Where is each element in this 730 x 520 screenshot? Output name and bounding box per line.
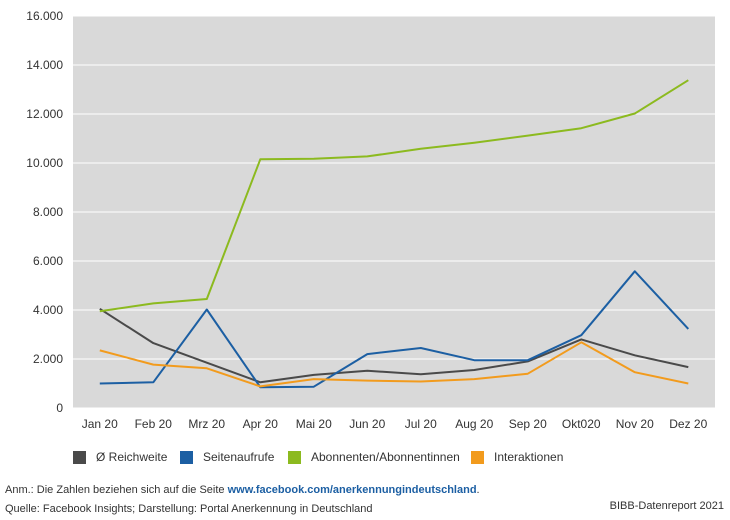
chart-notes: Anm.: Die Zahlen beziehen sich auf die S… — [5, 481, 480, 519]
report-credit: BIBB-Datenreport 2021 — [609, 500, 724, 512]
legend-label: Ø Reichweite — [96, 450, 168, 464]
x-tick-label: Mrz 20 — [188, 417, 225, 431]
series-line-4 — [99, 341, 689, 388]
legend-label: Abonnenten/Abonnentinnen — [311, 450, 460, 464]
y-tick-label: 12.000 — [26, 107, 63, 121]
x-tick-label: Dez 20 — [669, 417, 707, 431]
x-tick-label: Jul 20 — [405, 417, 437, 431]
y-tick-label: 0 — [56, 401, 63, 415]
y-tick-label: 2.000 — [33, 352, 63, 366]
annotation-text: Anm.: Die Zahlen beziehen sich auf die S… — [5, 484, 228, 496]
legend-swatch — [180, 450, 193, 464]
line-chart: 0 2.000 4.000 6.000 8.000 10.000 12.000 14.000 1… — [26, 9, 715, 431]
y-tick-label: 4.000 — [33, 303, 63, 317]
annotation-note: Anm.: Die Zahlen beziehen sich auf die S… — [5, 481, 480, 500]
y-tick-label: 10.000 — [26, 156, 63, 170]
legend-swatch — [73, 450, 86, 464]
legend-item: Ø Reichweite — [73, 450, 167, 464]
y-tick-label: 14.000 — [26, 58, 63, 72]
chart-legend: Ø Reichweite Seitenaufrufe Abonnenten/Abon… — [0, 450, 730, 470]
y-tick-label: 8.000 — [33, 205, 63, 219]
series-line-3 — [99, 79, 689, 313]
x-tick-label: Okt020 — [562, 417, 601, 431]
x-tick-label: Nov 20 — [616, 417, 654, 431]
source-note: Quelle: Facebook Insights; Darstellung: … — [5, 503, 373, 515]
x-tick-label: Feb 20 — [135, 417, 173, 431]
y-tick-label: 16.000 — [26, 9, 63, 23]
y-tick-label: 6.000 — [33, 254, 63, 268]
series-line-1 — [99, 307, 689, 384]
legend-item: Seitenaufrufe — [180, 450, 274, 464]
legend-label: Interaktionen — [494, 450, 564, 464]
x-tick-label: Mai 20 — [296, 417, 332, 431]
series-line-2 — [99, 270, 690, 389]
x-tick-label: Jan 20 — [82, 417, 118, 431]
x-tick-label: Sep 20 — [509, 417, 547, 431]
x-tick-label: Apr 20 — [243, 417, 279, 431]
x-tick-label: Aug 20 — [455, 417, 493, 431]
legend-item: Interaktionen — [471, 450, 563, 464]
legend-swatch — [471, 450, 484, 464]
legend-item: Abonnenten/Abonnentinnen — [288, 450, 460, 464]
x-tick-label: Jun 20 — [349, 417, 385, 431]
facebook-page-link[interactable]: www.facebook.com/anerkennungindeutschlan… — [227, 484, 477, 496]
legend-label: Seitenaufrufe — [203, 450, 275, 464]
annotation-suffix: . — [476, 484, 480, 496]
legend-swatch — [288, 450, 301, 464]
